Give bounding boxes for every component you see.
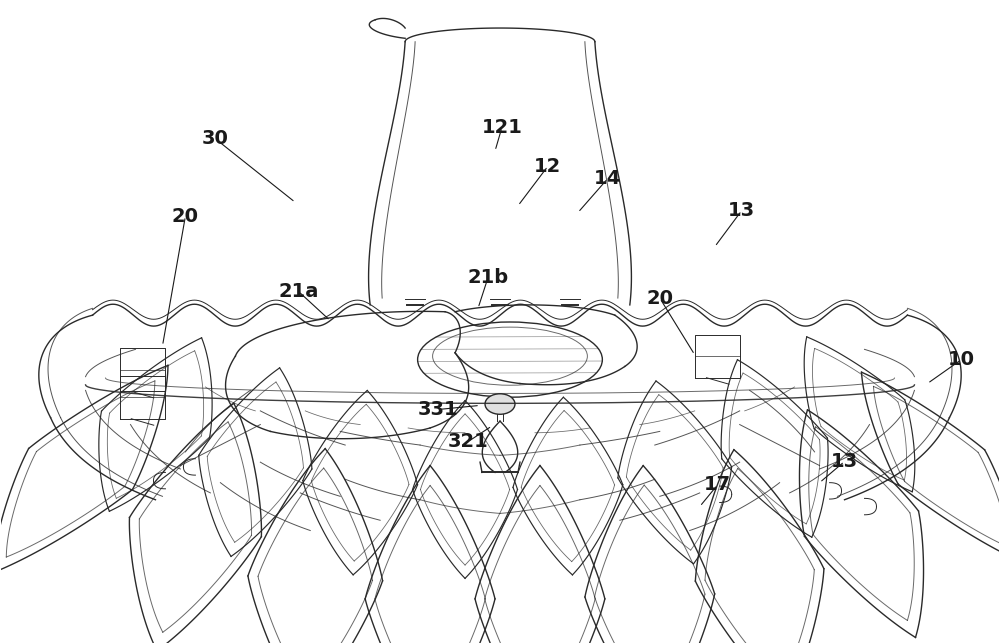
Text: 321: 321 [448, 432, 488, 451]
Text: 13: 13 [831, 452, 858, 471]
Text: 14: 14 [594, 169, 621, 188]
Text: 21b: 21b [467, 268, 509, 287]
Text: 10: 10 [948, 350, 975, 369]
Text: 30: 30 [202, 129, 229, 148]
Text: 20: 20 [646, 289, 673, 308]
Text: 20: 20 [172, 207, 199, 225]
Text: 331: 331 [418, 400, 458, 419]
Text: 21a: 21a [278, 281, 318, 301]
Text: 12: 12 [534, 156, 562, 176]
Text: 13: 13 [728, 201, 755, 220]
Circle shape [485, 393, 515, 414]
Text: 17: 17 [704, 475, 731, 494]
Text: 121: 121 [482, 118, 522, 137]
